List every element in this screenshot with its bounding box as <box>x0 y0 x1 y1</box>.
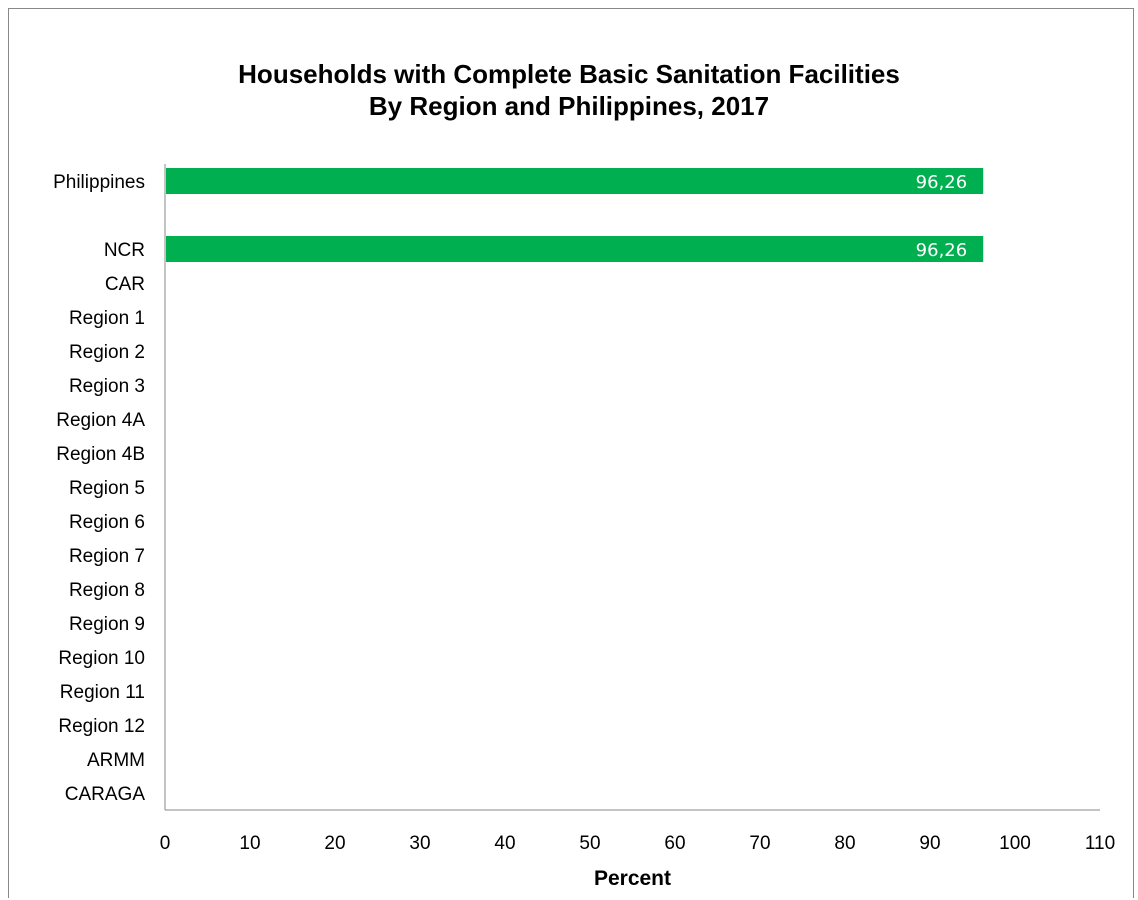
x-axis-tick-label: 70 <box>749 833 770 854</box>
x-axis-tick-label: 80 <box>834 833 855 854</box>
chart-title-line-2: By Region and Philippines, 2017 <box>368 91 770 121</box>
x-axis-tick-label: 0 <box>160 833 171 854</box>
x-axis-tick-label: 90 <box>919 833 940 854</box>
y-axis-label: Region 4B <box>56 444 145 465</box>
y-axis-label: Region 3 <box>69 376 145 397</box>
x-axis-tick-label: 40 <box>494 833 515 854</box>
x-axis-tick-label: 20 <box>324 833 345 854</box>
y-axis-label: Region 12 <box>58 716 145 737</box>
y-axis-label: Region 5 <box>69 478 145 499</box>
y-axis-label: Region 8 <box>69 580 145 601</box>
x-axis-tick-label: 10 <box>239 833 260 854</box>
y-axis-label: Region 1 <box>69 308 145 329</box>
x-axis-tick-label: 30 <box>409 833 430 854</box>
y-axis-label: Philippines <box>53 172 145 193</box>
y-axis-label: Region 2 <box>69 342 145 363</box>
y-axis-label: Region 6 <box>69 512 145 533</box>
y-axis-labels: Philippines NCR CAR Region 1 Region 2 Region … <box>53 172 145 805</box>
y-axis-label: ARMM <box>87 750 145 771</box>
bar-data-labels: 96,26 96,26 <box>916 172 968 261</box>
x-axis-tick-label: 100 <box>999 833 1031 854</box>
bar <box>166 236 984 262</box>
chart-title: Households with Complete Basic Sanitatio… <box>0 58 1138 122</box>
bar <box>166 168 984 194</box>
y-axis-label: Region 10 <box>58 648 145 669</box>
y-axis-label: CARAGA <box>65 784 146 805</box>
chart-frame <box>8 8 1134 898</box>
x-axis-tick-labels: 0 10 20 30 40 50 60 70 80 90 100 110 <box>160 833 1115 854</box>
chart-title-line-1: Households with Complete Basic Sanitatio… <box>238 59 900 89</box>
y-axis-label: CAR <box>105 274 145 295</box>
y-axis-label: Region 11 <box>60 682 145 703</box>
x-axis-tick-label: 60 <box>664 833 685 854</box>
x-axis-title: Percent <box>594 867 671 890</box>
x-axis-tick-label: 50 <box>579 833 600 854</box>
y-axis-label: Region 4A <box>56 410 145 431</box>
bar-data-label: 96,26 <box>916 240 968 261</box>
y-axis-label: NCR <box>104 240 145 261</box>
y-axis-label: Region 7 <box>69 546 145 567</box>
y-axis-label: Region 9 <box>69 614 145 635</box>
x-axis-tick-label: 110 <box>1085 833 1115 854</box>
bars <box>166 168 984 262</box>
bar-data-label: 96,26 <box>916 172 968 193</box>
